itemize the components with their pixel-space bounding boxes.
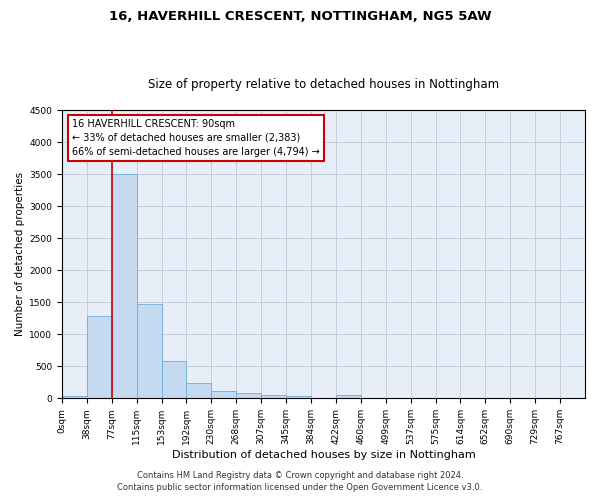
Text: 16, HAVERHILL CRESCENT, NOTTINGHAM, NG5 5AW: 16, HAVERHILL CRESCENT, NOTTINGHAM, NG5 …: [109, 10, 491, 23]
Bar: [336, 395, 361, 398]
Title: Size of property relative to detached houses in Nottingham: Size of property relative to detached ho…: [148, 78, 499, 91]
Bar: [236, 393, 261, 398]
X-axis label: Distribution of detached houses by size in Nottingham: Distribution of detached houses by size …: [172, 450, 475, 460]
Bar: [161, 361, 187, 399]
Bar: [211, 391, 236, 398]
Bar: [87, 316, 112, 398]
Bar: [112, 174, 137, 398]
Bar: [187, 383, 211, 398]
Bar: [137, 304, 161, 398]
Text: Contains HM Land Registry data © Crown copyright and database right 2024.
Contai: Contains HM Land Registry data © Crown c…: [118, 471, 482, 492]
Bar: [261, 395, 286, 398]
Y-axis label: Number of detached properties: Number of detached properties: [15, 172, 25, 336]
Bar: [286, 396, 311, 398]
Text: 16 HAVERHILL CRESCENT: 90sqm
← 33% of detached houses are smaller (2,383)
66% of: 16 HAVERHILL CRESCENT: 90sqm ← 33% of de…: [73, 119, 320, 157]
Bar: [62, 396, 87, 398]
